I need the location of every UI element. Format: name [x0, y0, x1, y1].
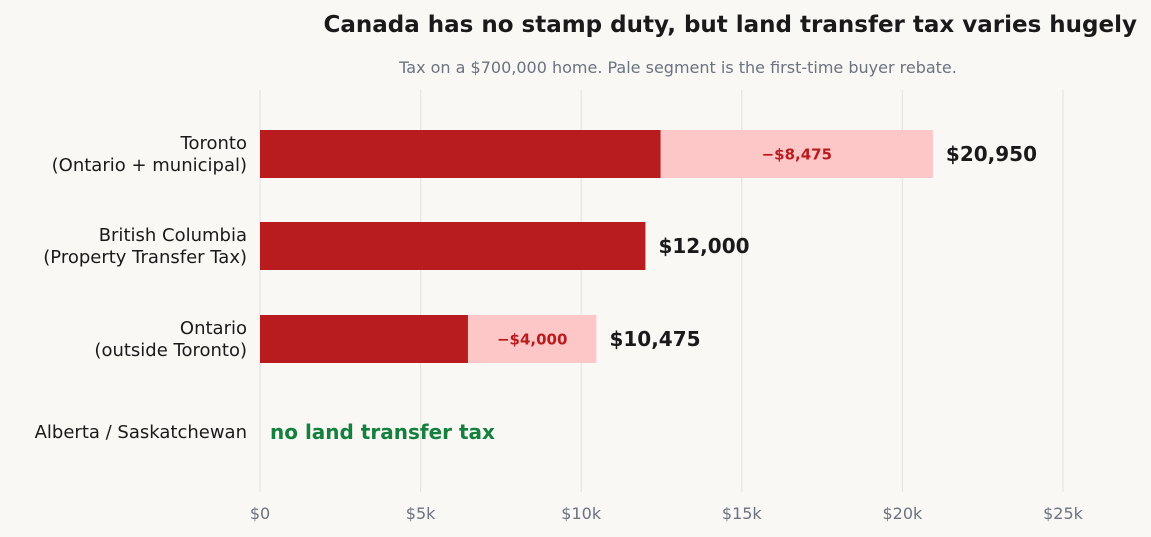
x-tick-label: $25k: [1043, 504, 1084, 523]
x-tick-label: $10k: [561, 504, 602, 523]
category-label-line: (Ontario + municipal): [52, 155, 247, 176]
total-label: $10,475: [609, 327, 700, 351]
total-label: $12,000: [658, 234, 749, 258]
x-tick-label: $5k: [406, 504, 436, 523]
category-label: British Columbia (Property Transfer Tax): [43, 225, 247, 268]
bar-tax-segment: [260, 130, 661, 178]
category-label-line: British Columbia: [99, 225, 247, 246]
total-label: $20,950: [946, 142, 1037, 166]
bars: [260, 130, 933, 363]
category-label-line: (Property Transfer Tax): [43, 247, 247, 268]
bar-labels: −$8,475 $20,950 $12,000 −$4,000 $10,475 no la…: [270, 142, 1037, 444]
note-label: no land transfer tax: [270, 420, 495, 444]
category-label-line: Toronto: [180, 133, 247, 154]
bar-tax-segment: [260, 315, 468, 363]
category-label-line: Alberta / Saskatchewan: [35, 422, 247, 443]
category-label: Ontario (outside Toronto): [94, 318, 247, 361]
bar-rebate-segment: [467, 315, 597, 363]
x-axis: $0 $5k $10k $15k $20k $25k: [250, 504, 1084, 523]
bar-rebate-segment: [660, 130, 933, 178]
rebate-label: −$4,000: [497, 331, 567, 349]
x-tick-label: $0: [250, 504, 270, 523]
category-label: Toronto (Ontario + municipal): [52, 133, 247, 176]
x-tick-label: $15k: [722, 504, 763, 523]
rebate-label: −$8,475: [762, 146, 832, 164]
chart-title: Canada has no stamp duty, but land trans…: [323, 12, 1137, 38]
category-label: Alberta / Saskatchewan: [35, 422, 247, 443]
x-tick-label: $20k: [882, 504, 923, 523]
y-axis: Toronto (Ontario + municipal) British Colu…: [35, 133, 247, 443]
bar-tax-segment: [260, 222, 646, 270]
category-label-line: (outside Toronto): [94, 340, 247, 361]
category-label-line: Ontario: [180, 318, 247, 339]
chart-subtitle: Tax on a $700,000 home. Pale segment is …: [399, 58, 957, 77]
